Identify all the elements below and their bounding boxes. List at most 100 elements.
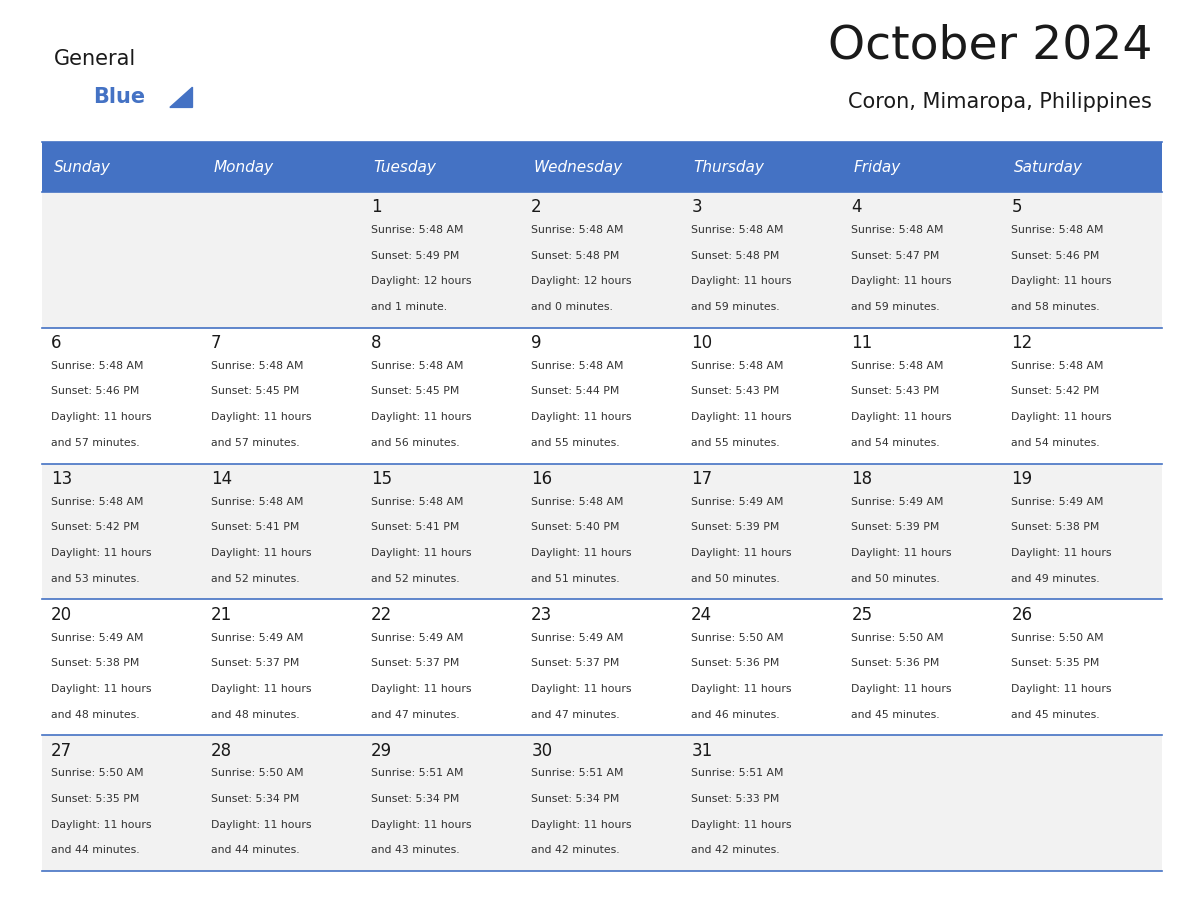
Text: Daylight: 11 hours: Daylight: 11 hours [852,684,952,694]
Text: Sunrise: 5:48 AM: Sunrise: 5:48 AM [1011,225,1104,235]
Text: Wednesday: Wednesday [533,160,623,174]
Text: Daylight: 11 hours: Daylight: 11 hours [691,820,791,830]
Text: and 42 minutes.: and 42 minutes. [691,845,779,856]
Text: 5: 5 [1011,198,1022,217]
Bar [682,328,842,464]
Bar [361,192,522,328]
Text: Sunset: 5:37 PM: Sunset: 5:37 PM [531,658,620,668]
Text: and 44 minutes.: and 44 minutes. [51,845,140,856]
Text: Sunset: 5:38 PM: Sunset: 5:38 PM [51,658,139,668]
Text: 13: 13 [51,470,72,488]
Text: and 59 minutes.: and 59 minutes. [852,302,940,312]
Text: and 50 minutes.: and 50 minutes. [852,574,940,584]
Text: Sunset: 5:37 PM: Sunset: 5:37 PM [211,658,299,668]
Text: Sunset: 5:46 PM: Sunset: 5:46 PM [51,386,139,397]
Text: 3: 3 [691,198,702,217]
Text: Daylight: 11 hours: Daylight: 11 hours [51,412,152,422]
Text: Coron, Mimaropa, Philippines: Coron, Mimaropa, Philippines [848,92,1152,112]
Text: Sunrise: 5:48 AM: Sunrise: 5:48 AM [211,361,304,371]
Text: Sunset: 5:36 PM: Sunset: 5:36 PM [852,658,940,668]
Text: Daylight: 11 hours: Daylight: 11 hours [691,548,791,558]
Text: and 51 minutes.: and 51 minutes. [531,574,620,584]
Text: 18: 18 [852,470,872,488]
Text: Sunrise: 5:48 AM: Sunrise: 5:48 AM [371,361,463,371]
Bar [202,142,361,192]
Text: and 48 minutes.: and 48 minutes. [51,710,140,720]
Text: Sunset: 5:34 PM: Sunset: 5:34 PM [371,794,460,804]
Text: and 54 minutes.: and 54 minutes. [852,438,940,448]
Bar [361,735,522,871]
Text: 23: 23 [531,606,552,624]
Text: Daylight: 11 hours: Daylight: 11 hours [852,276,952,286]
Text: Sunset: 5:44 PM: Sunset: 5:44 PM [531,386,620,397]
Bar [42,142,202,192]
Text: 11: 11 [852,334,872,353]
Text: Sunrise: 5:48 AM: Sunrise: 5:48 AM [371,497,463,507]
Bar [202,599,361,735]
Text: Daylight: 12 hours: Daylight: 12 hours [371,276,472,286]
Text: Daylight: 11 hours: Daylight: 11 hours [371,412,472,422]
Bar [682,192,842,328]
Text: Daylight: 11 hours: Daylight: 11 hours [531,820,632,830]
Text: and 45 minutes.: and 45 minutes. [1011,710,1100,720]
Text: Sunset: 5:46 PM: Sunset: 5:46 PM [1011,251,1100,261]
Text: Sunset: 5:41 PM: Sunset: 5:41 PM [371,522,460,532]
Text: and 45 minutes.: and 45 minutes. [852,710,940,720]
Text: and 52 minutes.: and 52 minutes. [371,574,460,584]
Text: and 47 minutes.: and 47 minutes. [371,710,460,720]
Text: Sunset: 5:35 PM: Sunset: 5:35 PM [1011,658,1100,668]
Text: and 53 minutes.: and 53 minutes. [51,574,140,584]
Text: Sunset: 5:34 PM: Sunset: 5:34 PM [211,794,299,804]
Text: Daylight: 11 hours: Daylight: 11 hours [211,820,311,830]
Text: Sunrise: 5:48 AM: Sunrise: 5:48 AM [691,361,784,371]
Polygon shape [170,87,192,107]
Bar [1001,599,1162,735]
Text: Daylight: 11 hours: Daylight: 11 hours [531,548,632,558]
Text: Daylight: 11 hours: Daylight: 11 hours [852,548,952,558]
Text: Sunrise: 5:50 AM: Sunrise: 5:50 AM [211,768,304,778]
Bar [842,328,1001,464]
Bar [202,735,361,871]
Text: Sunset: 5:33 PM: Sunset: 5:33 PM [691,794,779,804]
Text: Sunday: Sunday [53,160,110,174]
Text: Sunrise: 5:48 AM: Sunrise: 5:48 AM [852,361,943,371]
Text: Sunset: 5:48 PM: Sunset: 5:48 PM [531,251,620,261]
Text: and 58 minutes.: and 58 minutes. [1011,302,1100,312]
Text: Sunset: 5:39 PM: Sunset: 5:39 PM [852,522,940,532]
Bar [522,142,682,192]
Text: and 55 minutes.: and 55 minutes. [691,438,779,448]
Text: Sunset: 5:42 PM: Sunset: 5:42 PM [51,522,139,532]
Bar [522,328,682,464]
Text: Sunset: 5:47 PM: Sunset: 5:47 PM [852,251,940,261]
Text: and 47 minutes.: and 47 minutes. [531,710,620,720]
Text: Thursday: Thursday [694,160,765,174]
Text: Daylight: 11 hours: Daylight: 11 hours [371,820,472,830]
Text: Daylight: 11 hours: Daylight: 11 hours [1011,276,1112,286]
Text: Sunset: 5:49 PM: Sunset: 5:49 PM [371,251,460,261]
Text: 20: 20 [51,606,72,624]
Text: Daylight: 11 hours: Daylight: 11 hours [691,412,791,422]
Bar [522,192,682,328]
Bar [1001,142,1162,192]
Bar [522,735,682,871]
Text: Sunset: 5:43 PM: Sunset: 5:43 PM [852,386,940,397]
Bar [1001,464,1162,599]
Text: and 52 minutes.: and 52 minutes. [211,574,299,584]
Text: 17: 17 [691,470,713,488]
Text: 6: 6 [51,334,62,353]
Text: Daylight: 11 hours: Daylight: 11 hours [51,684,152,694]
Text: Sunset: 5:39 PM: Sunset: 5:39 PM [691,522,779,532]
Text: 21: 21 [211,606,233,624]
Text: and 59 minutes.: and 59 minutes. [691,302,779,312]
Bar [202,192,361,328]
Text: Sunrise: 5:48 AM: Sunrise: 5:48 AM [531,225,624,235]
Text: and 57 minutes.: and 57 minutes. [51,438,140,448]
Text: 25: 25 [852,606,872,624]
Text: Sunset: 5:34 PM: Sunset: 5:34 PM [531,794,620,804]
Text: Sunrise: 5:49 AM: Sunrise: 5:49 AM [852,497,943,507]
Text: Sunset: 5:37 PM: Sunset: 5:37 PM [371,658,460,668]
Text: and 56 minutes.: and 56 minutes. [371,438,460,448]
Text: and 1 minute.: and 1 minute. [371,302,448,312]
Text: Sunset: 5:35 PM: Sunset: 5:35 PM [51,794,139,804]
Bar [682,142,842,192]
